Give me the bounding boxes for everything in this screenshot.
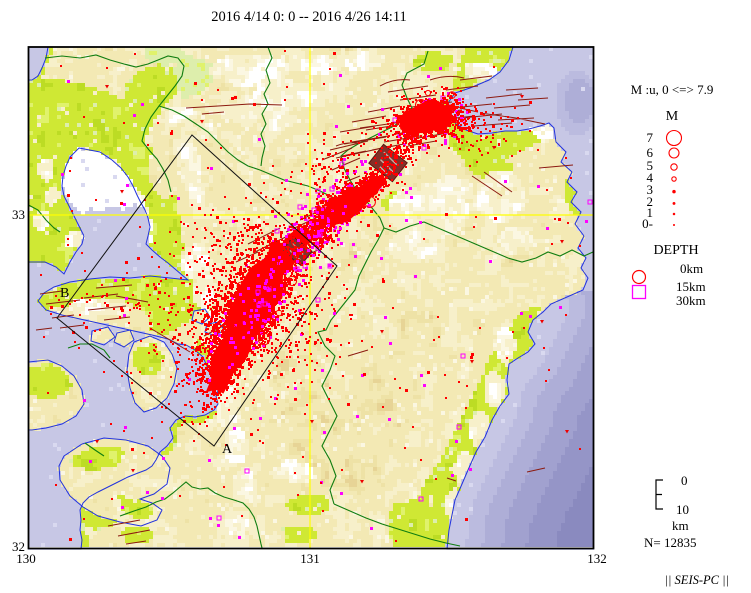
svg-text:0: 0	[681, 473, 688, 488]
svg-text:|| SEIS-PC ||: || SEIS-PC ||	[665, 573, 729, 587]
svg-text:6: 6	[647, 145, 654, 160]
svg-text:0km: 0km	[680, 261, 703, 276]
svg-text:5: 5	[647, 158, 654, 173]
svg-text:130: 130	[16, 551, 36, 566]
svg-text:M: M	[666, 109, 679, 124]
svg-text:2: 2	[647, 194, 654, 209]
svg-text:15km: 15km	[676, 279, 706, 294]
svg-text:A: A	[222, 442, 233, 457]
svg-text:3: 3	[647, 182, 654, 197]
svg-text:131: 131	[300, 551, 320, 566]
svg-text:0-: 0-	[642, 216, 653, 231]
svg-text:33: 33	[12, 207, 25, 222]
svg-text:M :u, 0 <=> 7.9: M :u, 0 <=> 7.9	[631, 82, 714, 97]
svg-text:10: 10	[676, 502, 689, 517]
svg-text:4: 4	[647, 170, 654, 185]
svg-text:DEPTH: DEPTH	[653, 243, 698, 258]
svg-text:30km: 30km	[676, 293, 706, 308]
svg-text:1: 1	[647, 205, 654, 220]
svg-text:2016 4/14 0: 0 -- 2016 4/26 14: 2016 4/14 0: 0 -- 2016 4/26 14:11	[211, 9, 407, 25]
svg-text:7: 7	[647, 130, 654, 145]
svg-text:132: 132	[587, 551, 607, 566]
svg-text:B: B	[60, 286, 69, 301]
svg-text:km: km	[672, 518, 689, 533]
svg-text:N= 12835: N= 12835	[644, 535, 696, 550]
svg-text:32: 32	[12, 539, 25, 554]
